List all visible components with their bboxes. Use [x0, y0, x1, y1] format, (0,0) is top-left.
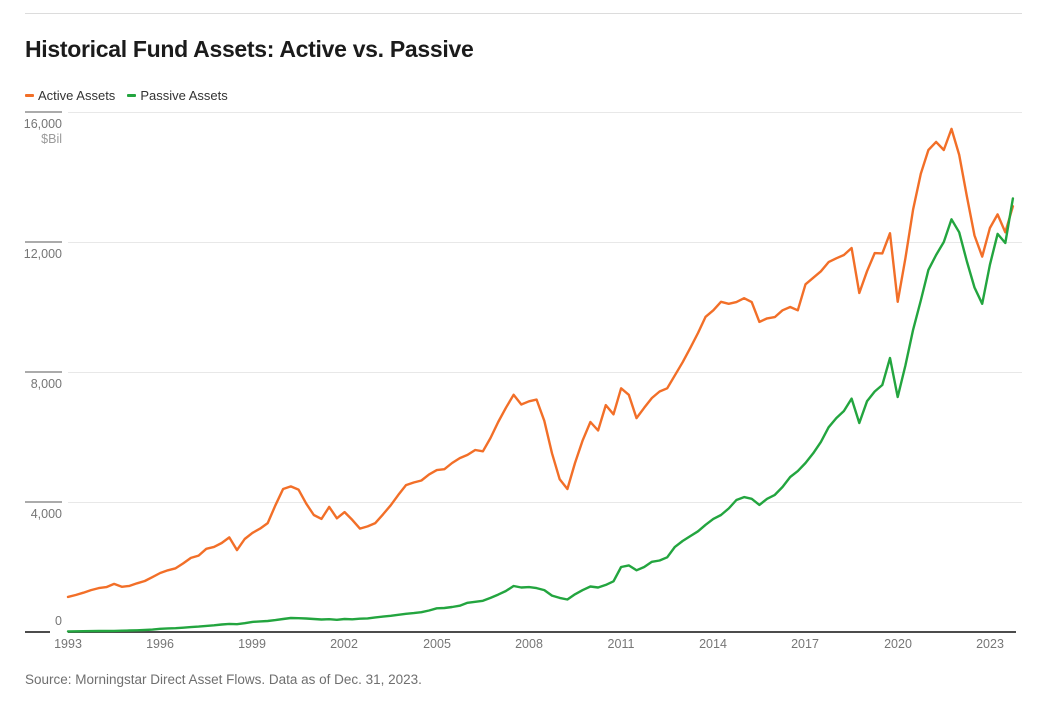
x-label-2014: 2014	[699, 637, 727, 651]
x-label-2002: 2002	[330, 637, 358, 651]
y-label-16000: 16,000	[23, 117, 62, 131]
legend-item-passive: Passive Assets	[127, 88, 228, 103]
y-label-8000: 8,000	[30, 377, 62, 391]
x-axis-left-segment	[25, 631, 50, 633]
legend-label-passive: Passive Assets	[140, 88, 228, 103]
tick-4000	[25, 501, 62, 503]
y-label-12000: 12,000	[23, 247, 62, 261]
gridline-4000	[68, 502, 1022, 503]
series-line-active-assets	[66, 127, 1015, 599]
x-label-2017: 2017	[791, 637, 819, 651]
x-label-2011: 2011	[607, 637, 635, 651]
page-title: Historical Fund Assets: Active vs. Passi…	[25, 36, 474, 62]
y-label-0: 0	[55, 614, 62, 628]
x-label-2008: 2008	[515, 637, 543, 651]
x-label-1999: 1999	[238, 637, 266, 651]
active-series-swatch	[25, 94, 34, 97]
x-label-2005: 2005	[423, 637, 451, 651]
top-divider	[25, 13, 1022, 14]
chart-legend: Active Assets Passive Assets	[25, 88, 240, 103]
x-label-1996: 1996	[146, 637, 174, 651]
x-label-1993: 1993	[54, 637, 82, 651]
x-label-2020: 2020	[884, 637, 912, 651]
x-label-2023: 2023	[976, 637, 1004, 651]
gridline-8000	[68, 372, 1022, 373]
gridline-16000	[68, 112, 1022, 113]
y-axis-unit: $Bil	[41, 132, 62, 146]
legend-label-active: Active Assets	[38, 88, 116, 103]
passive-series-swatch	[127, 94, 137, 97]
x-axis-line	[68, 631, 1016, 633]
tick-8000	[25, 371, 62, 373]
y-label-4000: 4,000	[30, 507, 62, 521]
legend-item-active: Active Assets	[25, 88, 115, 103]
series-line-passive-assets	[66, 197, 1015, 633]
source-note: Source: Morningstar Direct Asset Flows. …	[25, 672, 422, 687]
tick-16000	[25, 111, 62, 113]
gridline-12000	[68, 242, 1022, 243]
tick-12000	[25, 241, 62, 243]
